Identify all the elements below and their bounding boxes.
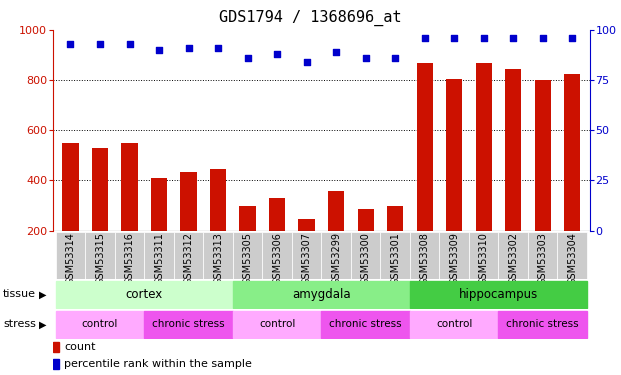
Point <box>95 41 105 47</box>
Text: GSM53311: GSM53311 <box>154 232 164 285</box>
Text: control: control <box>259 320 295 329</box>
Bar <box>53 358 59 369</box>
Point <box>390 55 400 61</box>
Bar <box>469 232 499 279</box>
Text: GSM53305: GSM53305 <box>243 232 253 285</box>
Bar <box>115 232 144 279</box>
Bar <box>233 311 322 338</box>
Bar <box>92 148 108 231</box>
Bar <box>358 209 374 231</box>
Text: hippocampus: hippocampus <box>459 288 538 301</box>
Bar <box>203 232 233 279</box>
Bar <box>381 232 410 279</box>
Text: GSM53303: GSM53303 <box>538 232 548 285</box>
Bar <box>558 232 587 279</box>
Point <box>567 35 577 41</box>
Bar <box>181 172 197 231</box>
Text: GSM53307: GSM53307 <box>302 232 312 285</box>
Bar <box>535 80 551 231</box>
Bar <box>417 63 433 231</box>
Bar <box>62 143 79 231</box>
Bar <box>440 232 469 279</box>
Text: chronic stress: chronic stress <box>329 320 402 329</box>
Text: count: count <box>64 342 96 352</box>
Text: chronic stress: chronic stress <box>152 320 225 329</box>
Bar <box>144 311 233 338</box>
Point <box>508 35 518 41</box>
Text: amygdala: amygdala <box>292 288 351 301</box>
Bar <box>387 206 403 231</box>
Text: GSM53312: GSM53312 <box>184 232 194 285</box>
Text: GSM53304: GSM53304 <box>567 232 578 285</box>
Bar <box>499 232 528 279</box>
Bar <box>56 281 233 308</box>
Point <box>420 35 430 41</box>
Text: GDS1794 / 1368696_at: GDS1794 / 1368696_at <box>219 9 402 26</box>
Bar <box>528 232 558 279</box>
Bar <box>56 311 144 338</box>
Bar <box>53 342 59 352</box>
Bar <box>144 232 174 279</box>
Bar <box>476 63 492 231</box>
Point <box>184 45 194 51</box>
Bar <box>410 281 587 308</box>
Point <box>331 49 341 55</box>
Bar <box>122 143 138 231</box>
Bar <box>210 169 226 231</box>
Text: percentile rank within the sample: percentile rank within the sample <box>64 358 252 369</box>
Point <box>125 41 135 47</box>
Bar <box>233 232 262 279</box>
Text: GSM53306: GSM53306 <box>272 232 282 285</box>
Point <box>361 55 371 61</box>
Text: stress: stress <box>3 320 36 329</box>
Bar <box>564 74 581 231</box>
Text: control: control <box>436 320 473 329</box>
Bar <box>410 311 499 338</box>
Bar <box>299 219 315 231</box>
Bar <box>240 206 256 231</box>
Bar <box>322 232 351 279</box>
Bar <box>499 311 587 338</box>
Point <box>243 55 253 61</box>
Point <box>479 35 489 41</box>
Point <box>538 35 548 41</box>
Bar <box>262 232 292 279</box>
Point <box>449 35 459 41</box>
Text: GSM53315: GSM53315 <box>95 232 105 285</box>
Text: ▶: ▶ <box>39 320 47 329</box>
Bar <box>56 232 85 279</box>
Text: GSM53308: GSM53308 <box>420 232 430 285</box>
Bar <box>351 232 381 279</box>
Bar <box>292 232 322 279</box>
Bar <box>233 281 410 308</box>
Text: GSM53316: GSM53316 <box>125 232 135 285</box>
Bar <box>410 232 440 279</box>
Text: GSM53301: GSM53301 <box>390 232 400 285</box>
Bar <box>269 198 285 231</box>
Text: tissue: tissue <box>3 290 36 299</box>
Point <box>154 47 164 53</box>
Bar <box>505 69 521 231</box>
Text: GSM53300: GSM53300 <box>361 232 371 285</box>
Text: cortex: cortex <box>125 288 163 301</box>
Text: GSM53309: GSM53309 <box>449 232 459 285</box>
Bar <box>322 311 410 338</box>
Point <box>66 41 76 47</box>
Point <box>272 51 282 57</box>
Text: ▶: ▶ <box>39 290 47 299</box>
Point <box>302 59 312 65</box>
Text: GSM53310: GSM53310 <box>479 232 489 285</box>
Text: control: control <box>82 320 118 329</box>
Point <box>213 45 223 51</box>
Bar <box>446 79 462 231</box>
Bar <box>85 232 115 279</box>
Bar <box>328 190 344 231</box>
Text: GSM53314: GSM53314 <box>65 232 76 285</box>
Text: chronic stress: chronic stress <box>506 320 579 329</box>
Text: GSM53299: GSM53299 <box>331 232 341 285</box>
Text: GSM53313: GSM53313 <box>213 232 223 285</box>
Text: GSM53302: GSM53302 <box>508 232 518 285</box>
Bar <box>174 232 203 279</box>
Bar <box>151 178 167 231</box>
